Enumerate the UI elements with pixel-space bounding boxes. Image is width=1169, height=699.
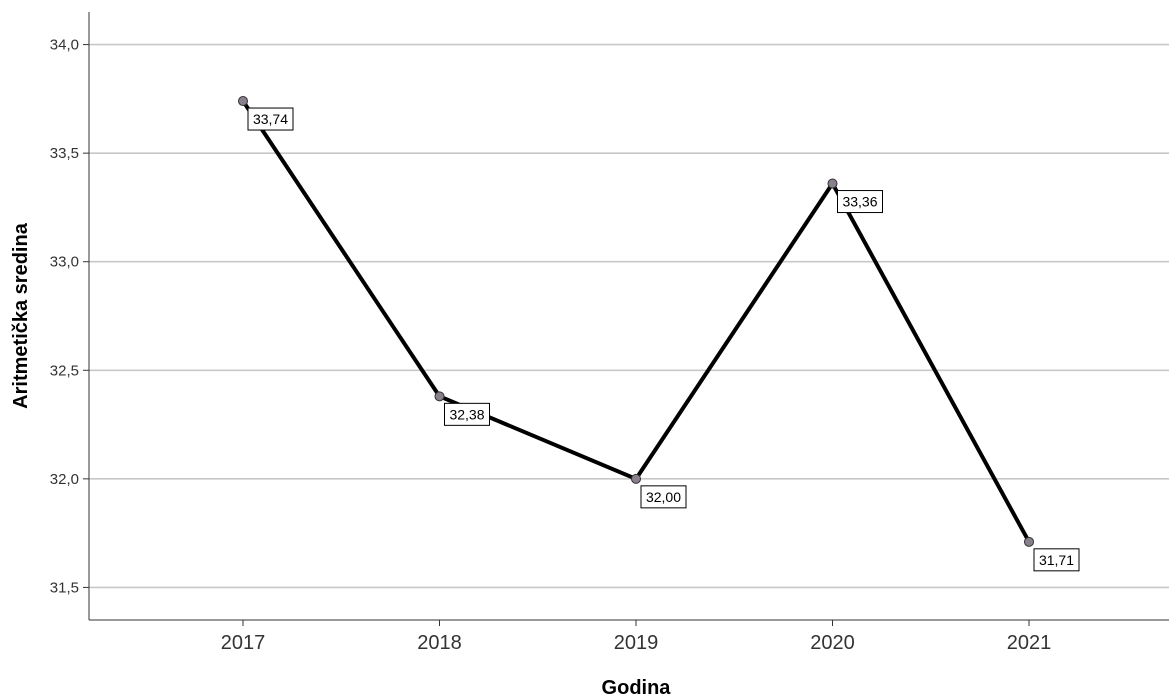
y-axis-title: Aritmetička sredina bbox=[10, 222, 32, 409]
y-tick-label: 33,5 bbox=[50, 145, 79, 162]
data-label: 33,74 bbox=[247, 107, 294, 131]
y-tick-label: 32,0 bbox=[50, 471, 79, 488]
data-point bbox=[238, 96, 248, 107]
y-axis-ticks: 31,5 32,0 32,5 33,0 33,5 34,0 bbox=[50, 37, 89, 596]
x-tick-label: 2019 bbox=[614, 632, 659, 654]
data-points bbox=[238, 96, 1034, 547]
data-label-text: 32,00 bbox=[646, 489, 681, 505]
x-tick-label: 2017 bbox=[221, 632, 266, 654]
data-point bbox=[631, 473, 641, 484]
data-point bbox=[827, 178, 838, 189]
y-tick-label: 34,0 bbox=[50, 37, 79, 54]
data-label: 32,00 bbox=[640, 485, 687, 509]
y-tick-label: 31,5 bbox=[50, 579, 79, 596]
data-label-box bbox=[247, 107, 294, 131]
x-tick-label: 2020 bbox=[810, 632, 855, 654]
data-label: 32,38 bbox=[444, 402, 490, 426]
data-label: 33,36 bbox=[837, 190, 883, 214]
x-axis-ticks: 2017 2018 2019 2020 2021 bbox=[221, 620, 1052, 654]
data-label-box bbox=[444, 402, 490, 426]
data-label-text: 31,71 bbox=[1039, 552, 1074, 568]
data-label-box bbox=[640, 485, 687, 509]
x-axis-title: Godina bbox=[602, 677, 672, 699]
y-tick-label: 32,5 bbox=[50, 362, 79, 379]
data-label-box bbox=[1033, 548, 1080, 572]
data-label-text: 33,74 bbox=[253, 111, 288, 127]
y-tick-label: 33,0 bbox=[50, 254, 79, 271]
data-label-text: 32,38 bbox=[449, 406, 484, 422]
data-label-text: 33,36 bbox=[842, 194, 877, 210]
data-label-box bbox=[837, 190, 883, 214]
data-point bbox=[1024, 536, 1034, 547]
x-tick-label: 2021 bbox=[1007, 632, 1052, 654]
x-tick-label: 2018 bbox=[417, 632, 462, 654]
data-point bbox=[434, 391, 445, 402]
data-labels: 33,74 32,38 32,00 33,36 31,71 bbox=[247, 107, 1080, 572]
data-label: 31,71 bbox=[1033, 548, 1080, 572]
gridlines bbox=[89, 43, 1169, 589]
axes bbox=[88, 12, 1169, 621]
